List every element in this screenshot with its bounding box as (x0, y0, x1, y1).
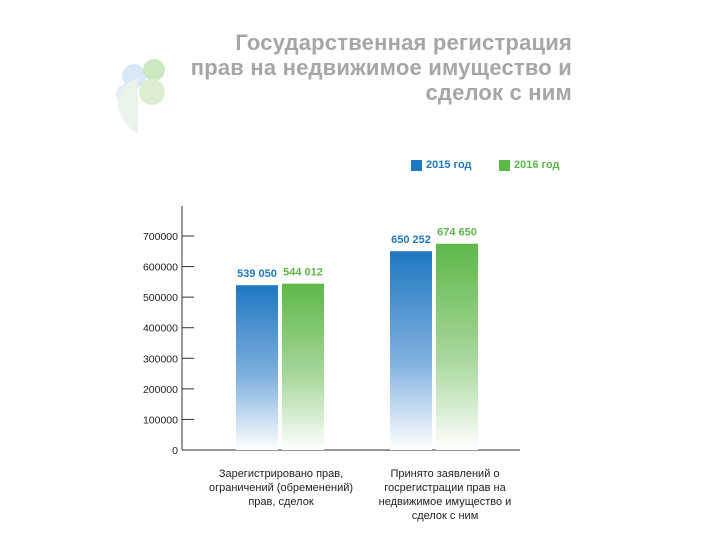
legend-label-2015: 2015 год (426, 159, 472, 171)
bar-0-0 (236, 285, 278, 450)
legend-swatch-2015 (411, 160, 422, 171)
y-tick-label-5: 500000 (143, 292, 178, 304)
y-tick-label-6: 600000 (143, 262, 178, 274)
y-tick-label-2: 200000 (143, 384, 178, 396)
bar-value-label-1-1: 674 650 (437, 227, 477, 239)
rosreestr-logo (116, 59, 165, 134)
y-tick-label-3: 300000 (143, 353, 178, 365)
bar-value-label-1-0: 650 252 (391, 234, 431, 246)
category-label-registered: Зарегистрировано прав, ограничений (обре… (208, 468, 354, 508)
title-line-3: сделок с ним (425, 80, 572, 105)
bar-0-1 (282, 283, 324, 450)
page-title: Государственная регистрация прав на недв… (152, 30, 572, 105)
legend-label-2016: 2016 год (514, 159, 560, 171)
bar-1-1 (436, 243, 478, 450)
y-tick-label-7: 700000 (143, 231, 178, 243)
bar-value-label-0-0: 539 050 (237, 268, 277, 280)
category-label-applications: Принято заявлений о госрегистрации прав … (378, 468, 512, 522)
y-tick-label-0: 0 (172, 445, 178, 457)
y-tick-label-1: 100000 (143, 414, 178, 426)
title-line-2: прав на недвижимое имущество и (190, 55, 572, 80)
title-line-1: Государственная регистрация (235, 30, 572, 55)
bar-1-0 (390, 251, 432, 450)
bar-value-label-0-1: 544 012 (283, 267, 323, 279)
legend-swatch-2016 (499, 160, 510, 171)
y-tick-label-4: 400000 (143, 323, 178, 335)
